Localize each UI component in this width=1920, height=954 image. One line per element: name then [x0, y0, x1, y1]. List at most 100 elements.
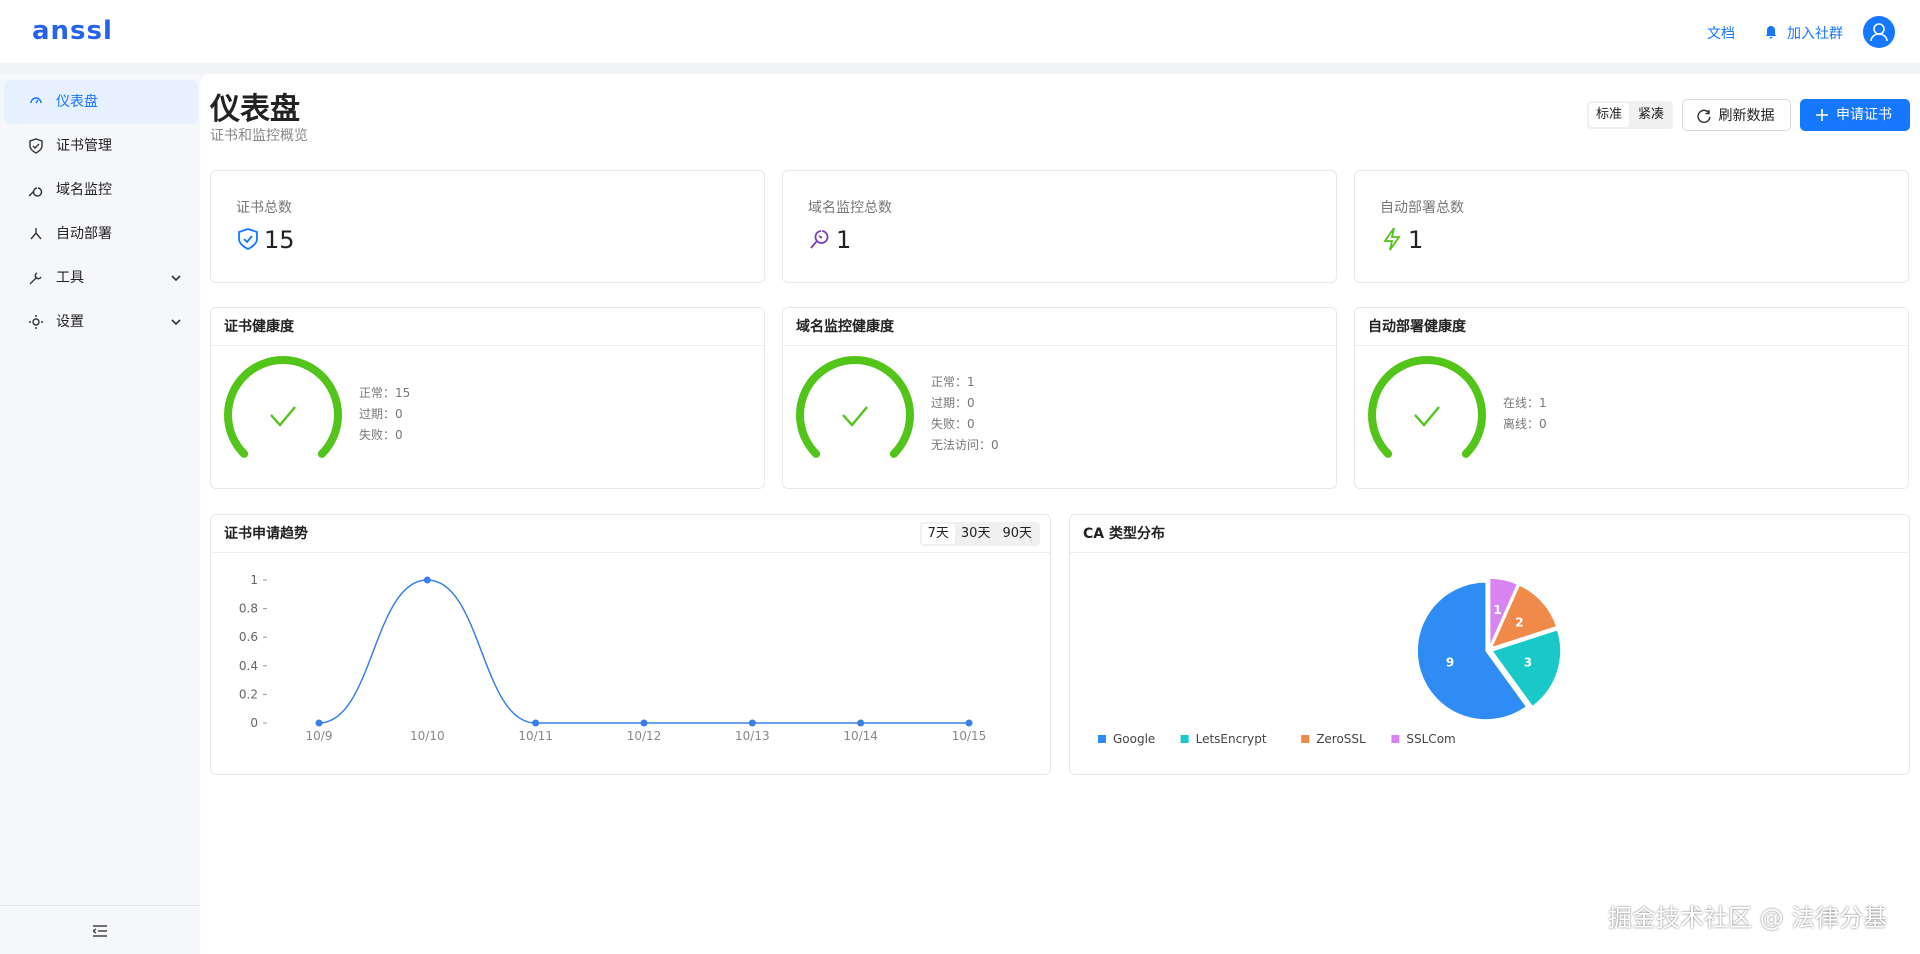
page-subtitle: 证书和监控概览: [210, 128, 308, 144]
pie-label: 1: [1493, 603, 1501, 617]
range-option[interactable]: 90天: [1002, 526, 1032, 541]
logo[interactable]: anssl: [32, 16, 113, 46]
sidebar-item[interactable]: 自动部署: [4, 212, 198, 256]
icon-path: [30, 97, 42, 104]
y-tick-label: 0.6: [239, 630, 258, 644]
stat-icon: [810, 230, 829, 249]
health-row: 过期：0: [359, 405, 403, 422]
chevron-path: [171, 275, 181, 281]
y-tick-label: 0.8: [239, 602, 258, 616]
stat-label: 域名监控总数: [808, 200, 892, 216]
watermark: 掘金技术社区 @ 法律分基: [1608, 904, 1888, 932]
stat-value: 15: [264, 226, 295, 254]
sidebar-icon: [29, 315, 43, 329]
y-tick-label: 0.4: [239, 659, 258, 673]
chart-card: 证书申请趋势 7天 30天 90天 0 0.2 0.4 0.6 0.8 1 10/9 10/10 10/…: [210, 514, 1051, 775]
stat-icon: [238, 228, 258, 250]
chevron: [171, 319, 181, 325]
check: [842, 406, 868, 427]
stat-card: 自动部署总数 1: [1354, 170, 1909, 283]
chevron-path: [171, 319, 181, 325]
icon-path: [29, 315, 43, 329]
density-option[interactable]: 标准: [1589, 103, 1629, 127]
page-title: 仪表盘: [210, 92, 300, 127]
sidebar-item[interactable]: 域名监控: [4, 168, 198, 212]
icon-path: [238, 228, 258, 250]
gauge-arc: [796, 356, 914, 458]
health-label: 在线：: [1503, 396, 1540, 410]
stat-icon: [1383, 227, 1401, 251]
health-label: 正常：: [359, 385, 396, 400]
health-row: 在线：1: [1503, 394, 1547, 411]
apply-button[interactable]: 申请证书: [1800, 99, 1910, 131]
range-option[interactable]: 30天: [960, 526, 991, 541]
sidebar-divider: [0, 905, 200, 906]
health-row: 失败：0: [359, 426, 403, 443]
legend-swatch: [1180, 735, 1189, 743]
x-tick-label: 10/9: [306, 729, 333, 743]
health-gauge: [1368, 356, 1486, 458]
density-switch: 标准 紧凑: [1587, 101, 1673, 129]
legend-label: SSLCom: [1406, 732, 1455, 746]
pie-slice: [1416, 581, 1528, 721]
health-value: 1: [1539, 396, 1547, 410]
pie-label: 3: [1524, 656, 1532, 670]
card-title: 域名监控健康度: [783, 308, 1336, 346]
trend-point: [965, 719, 973, 727]
avatar[interactable]: [1863, 16, 1895, 48]
pie-chart: 9 3 21 Google LetsEncrypt ZeroSSL SSLCom: [1098, 577, 1562, 746]
x-tick-label: 10/10: [410, 729, 445, 743]
y-tick-label: 0.2: [239, 687, 258, 701]
gauge-arc: [1368, 356, 1486, 458]
density-option[interactable]: 紧凑: [1637, 107, 1664, 122]
health-value: 0: [991, 438, 999, 452]
health-value: 15: [395, 385, 411, 400]
pie-slice: [1490, 628, 1562, 708]
gauge-arc: [224, 356, 342, 458]
sidebar-icon: [30, 97, 42, 104]
y-tick-label: 0: [250, 716, 258, 730]
x-tick-label: 10/11: [518, 729, 553, 743]
health-value: 0: [967, 396, 975, 410]
range-option[interactable]: 7天: [921, 524, 955, 544]
health-label: 正常：: [931, 375, 968, 389]
icon-path: [29, 272, 42, 285]
sidebar-item[interactable]: 设置: [4, 300, 198, 344]
health-value: 0: [395, 406, 403, 421]
x-tick-label: 10/15: [952, 729, 987, 743]
health-row: 正常：1: [931, 373, 975, 390]
legend-label: Google: [1113, 732, 1155, 746]
apply-label: 申请证书: [1836, 107, 1892, 123]
collapse-icon[interactable]: [93, 925, 107, 937]
legend-swatch: [1391, 735, 1400, 743]
health-value: 0: [395, 427, 403, 442]
health-row: 正常：15: [359, 384, 410, 401]
icon-path: [30, 228, 42, 240]
sidebar-item[interactable]: 工具: [4, 256, 198, 300]
sidebar-icon: [29, 138, 43, 154]
sidebar-item[interactable]: 证书管理: [4, 124, 198, 168]
community-link[interactable]: 加入社群: [1787, 26, 1843, 42]
icon-path: [29, 138, 43, 154]
legend-label: LetsEncrypt: [1196, 732, 1267, 746]
trend-point: [532, 719, 540, 727]
sidebar-item[interactable]: 仪表盘: [4, 80, 198, 124]
health-card: 证书健康度 正常：15 过期：0 失败：0: [210, 307, 765, 489]
trend-point: [315, 719, 323, 727]
health-label: 失败：: [931, 417, 968, 431]
stat-label: 自动部署总数: [1380, 200, 1464, 216]
pie-label: 2: [1515, 616, 1523, 630]
pie-slice: [1489, 583, 1558, 650]
health-label: 离线：: [1503, 417, 1540, 431]
x-tick-label: 10/13: [735, 729, 770, 743]
health-card: 自动部署健康度 在线：1 离线：0: [1354, 307, 1909, 489]
health-label: 无法访问：: [931, 438, 992, 452]
stat-card: 证书总数 15: [210, 170, 765, 283]
chart-title: 证书申请趋势: [211, 515, 1050, 553]
health-row: 失败：0: [931, 415, 975, 432]
refresh-button[interactable]: 刷新数据: [1682, 99, 1791, 131]
stat-value: 1: [836, 226, 852, 254]
check: [1414, 406, 1440, 427]
docs-link[interactable]: 文档: [1707, 26, 1735, 42]
trend-point: [640, 719, 648, 727]
